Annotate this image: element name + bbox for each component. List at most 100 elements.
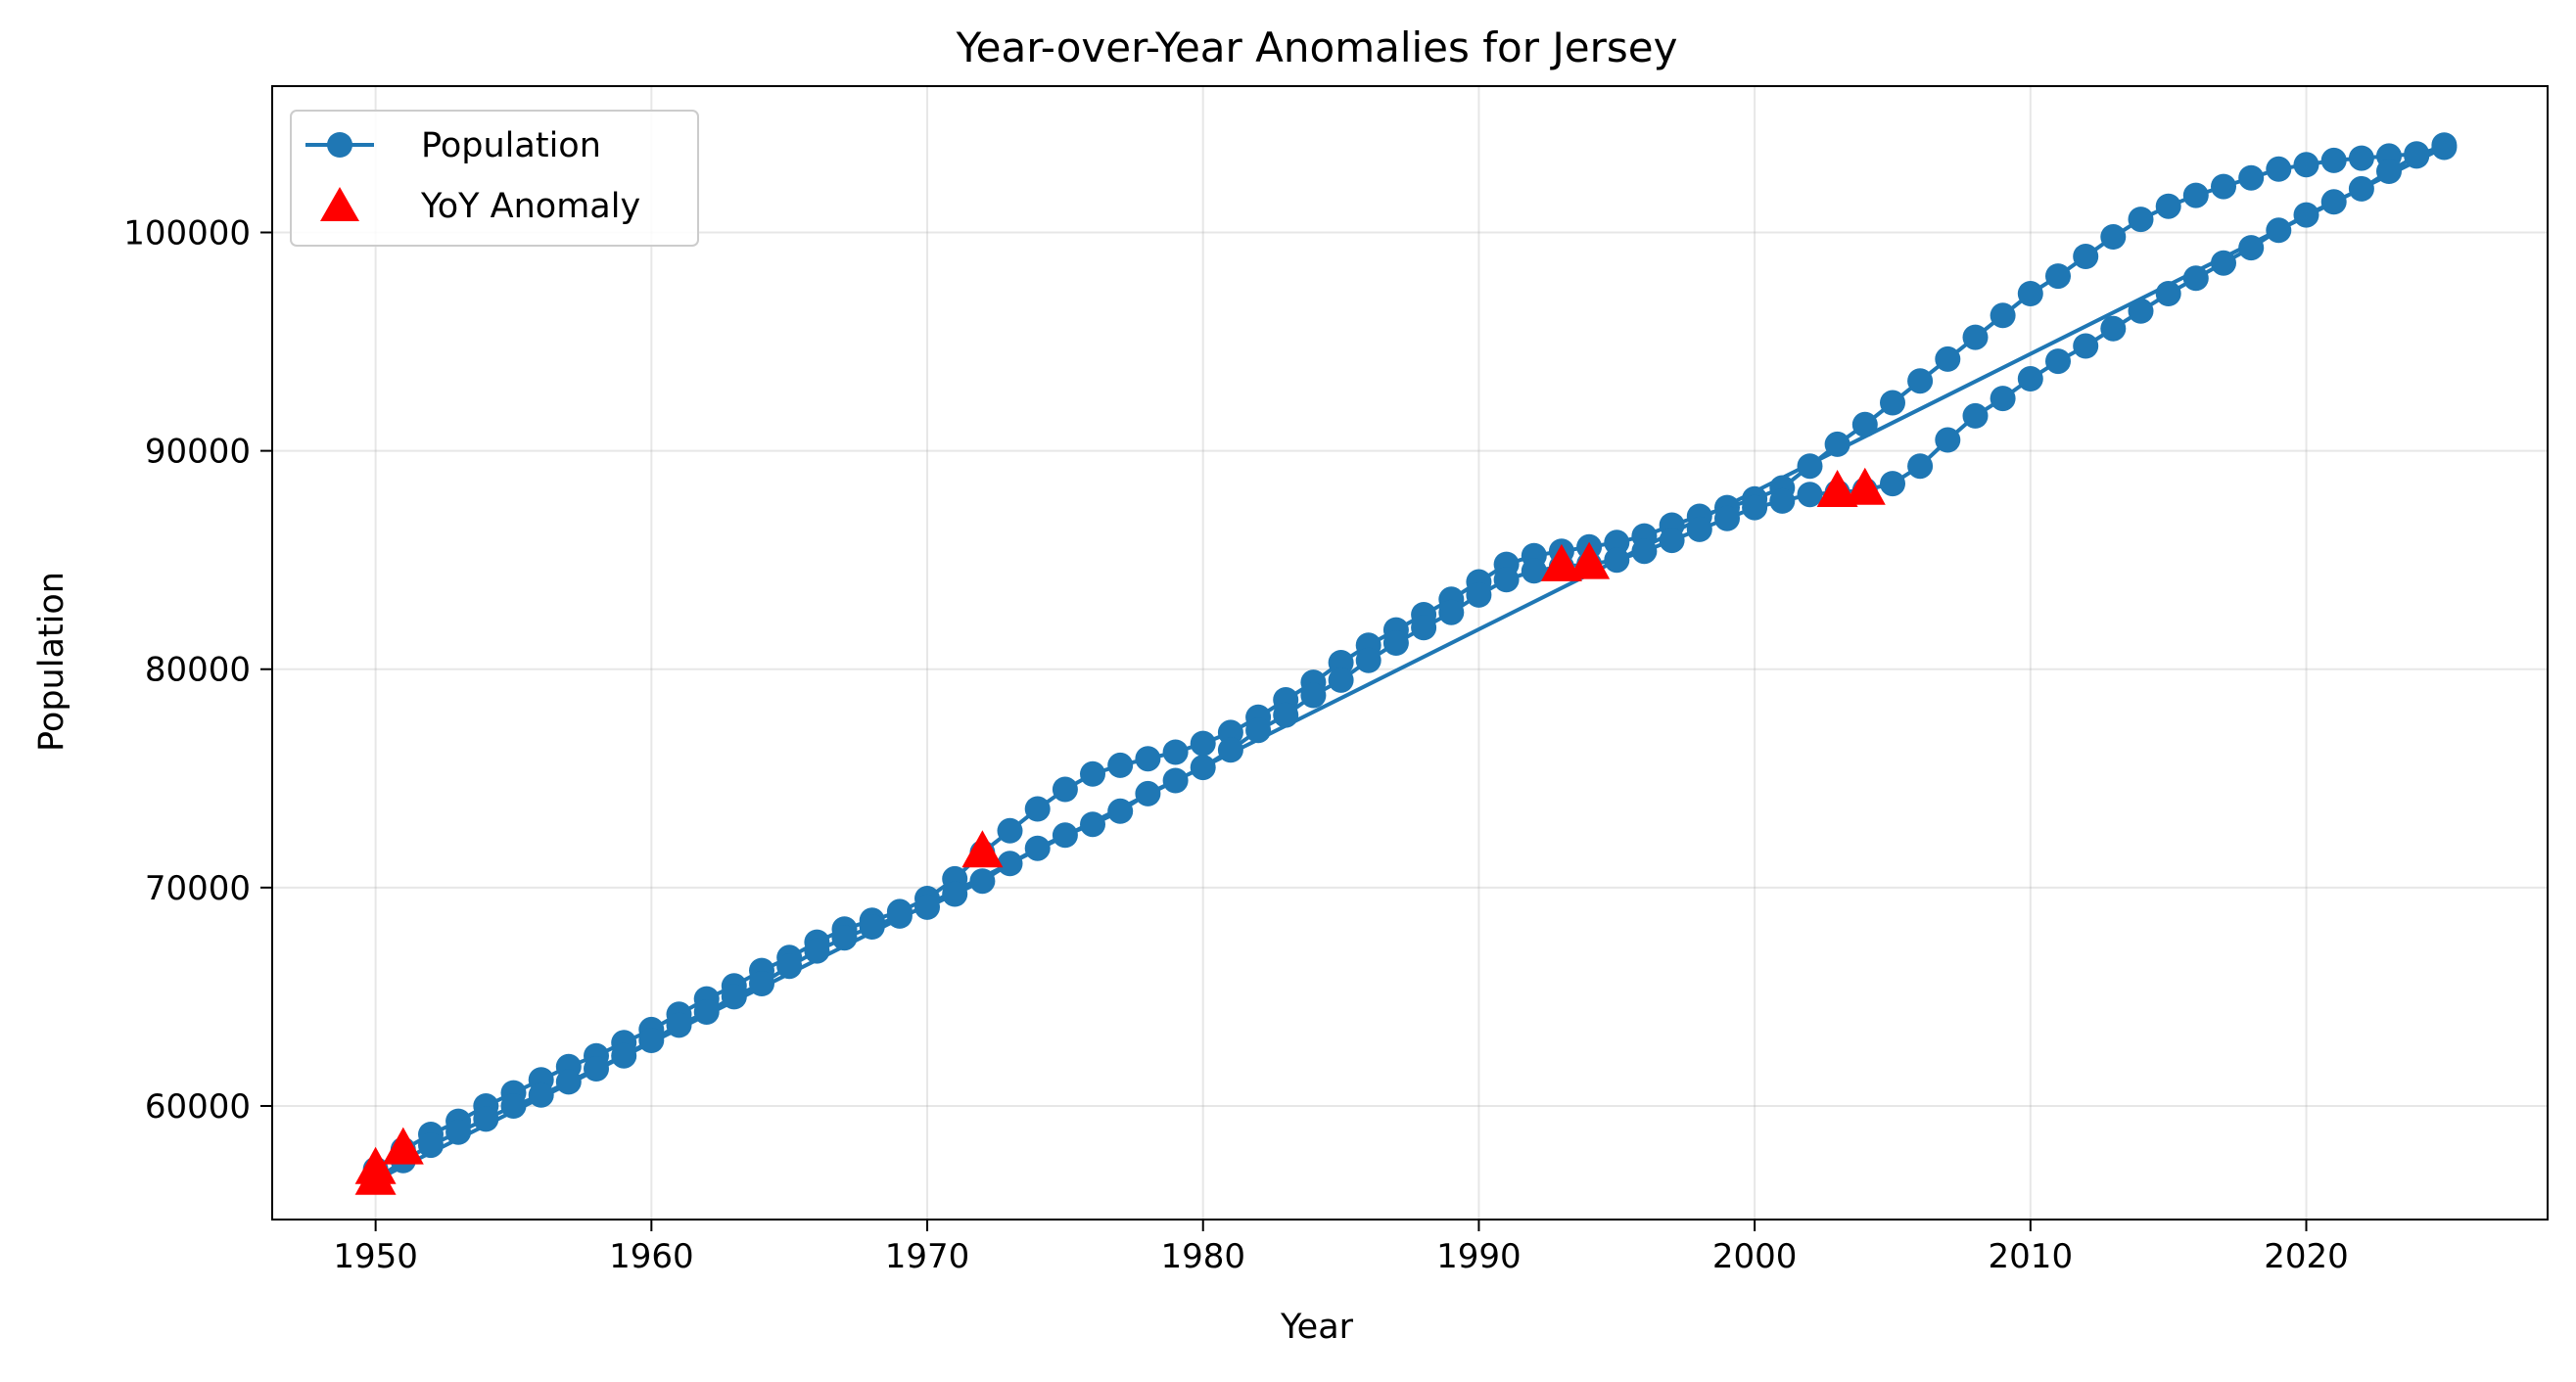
population-point [2211, 173, 2236, 200]
population-point [1631, 538, 1658, 565]
population-point [1052, 822, 1078, 849]
population-point [1742, 494, 1768, 521]
population-point [1962, 402, 1989, 429]
population-point [886, 902, 913, 929]
y-tick-label: 100000 [123, 213, 251, 253]
population-point [2073, 333, 2099, 359]
population-point [2320, 147, 2347, 173]
y-tick-label: 90000 [145, 433, 251, 472]
population-point [2128, 298, 2154, 324]
population-point [1769, 487, 1796, 514]
population-point [1824, 431, 1850, 457]
population-point [1328, 650, 1354, 675]
population-point [1797, 453, 1823, 480]
population-point [2017, 281, 2043, 306]
population-point [776, 953, 803, 980]
population-point [1135, 746, 1161, 772]
population-point [1382, 630, 1409, 656]
population-point [1907, 368, 1934, 394]
x-tick-label: 1960 [609, 1237, 694, 1276]
plot-frame [271, 85, 2549, 1221]
population-point [1659, 528, 1685, 554]
population-point [1797, 482, 1823, 508]
x-tick-label: 2010 [1989, 1237, 2074, 1276]
population-point [1245, 717, 1272, 744]
population-point [1907, 453, 1934, 480]
population-point [1052, 776, 1078, 803]
population-point [528, 1082, 554, 1108]
population-point [914, 894, 940, 920]
y-axis-ticks: 60000 70000 80000 90000 100000 [123, 213, 272, 1127]
population-point [942, 881, 968, 907]
population-point [1604, 530, 1630, 556]
population-point [969, 868, 996, 895]
population-point [445, 1119, 472, 1145]
population-point [1107, 798, 1134, 824]
population-point [2238, 164, 2265, 191]
anomaly-marker [1844, 467, 1886, 505]
population-point [418, 1132, 444, 1159]
population-point [2100, 315, 2127, 342]
legend-anomaly-label: YoY Anomaly [420, 187, 640, 226]
population-point [500, 1093, 527, 1119]
population-point [611, 1042, 637, 1069]
x-tick-label: 1970 [885, 1237, 970, 1276]
legend-box [290, 110, 699, 247]
population-point [473, 1106, 499, 1132]
x-axis-ticks: 1950 1960 1970 1980 1990 2000 2010 2020 [333, 1220, 2349, 1276]
population-point [721, 984, 747, 1010]
population-point [859, 914, 885, 940]
population-point [1024, 835, 1051, 861]
population-point [2182, 265, 2209, 292]
population-point [2100, 224, 2127, 250]
anomaly-marker [1540, 543, 1582, 581]
population-point [1328, 667, 1354, 693]
population-point [638, 1028, 665, 1053]
population-point [804, 938, 830, 964]
population-point [555, 1069, 582, 1095]
legend-population-label: Population [421, 126, 601, 165]
population-point [2348, 175, 2374, 202]
y-axis-label: Population [32, 572, 71, 752]
population-point [2238, 235, 2265, 261]
anomaly-marker [1816, 470, 1858, 507]
legend: Population YoY Anomaly [290, 110, 699, 247]
population-point [997, 817, 1023, 844]
population-point [1355, 647, 1382, 673]
series-layer [362, 132, 2458, 1193]
y-tick-label: 80000 [145, 651, 251, 690]
population-point [2376, 159, 2402, 184]
grid [272, 86, 2548, 1220]
population-point [1162, 739, 1189, 765]
population-point [1438, 599, 1465, 625]
population-point [2266, 156, 2292, 182]
population-point [1135, 780, 1161, 806]
anomaly-marker [354, 1157, 397, 1195]
x-tick-label: 1950 [333, 1237, 418, 1276]
population-point [1107, 752, 1134, 778]
population-point [2045, 348, 2071, 375]
population-point [1162, 767, 1189, 794]
population-point [693, 999, 720, 1025]
population-point [2073, 244, 2099, 269]
anomaly-marker [382, 1127, 424, 1165]
population-point [1990, 386, 2016, 412]
population-point [666, 1012, 692, 1038]
anomaly-marker [1569, 541, 1611, 579]
population-point [1880, 390, 1905, 416]
legend-anomaly-marker [320, 187, 359, 221]
population-point [1300, 682, 1327, 709]
population-point [1080, 811, 1105, 838]
anomaly-marker [961, 830, 1004, 868]
population-point [1080, 760, 1105, 787]
population-point [997, 851, 1023, 877]
anomaly-layer [354, 467, 1886, 1195]
population-point [2266, 217, 2292, 244]
population-point [831, 925, 858, 951]
population-point [2431, 132, 2458, 159]
population-point [2128, 207, 2154, 233]
population-point [584, 1056, 609, 1082]
population-point [2017, 366, 2043, 392]
